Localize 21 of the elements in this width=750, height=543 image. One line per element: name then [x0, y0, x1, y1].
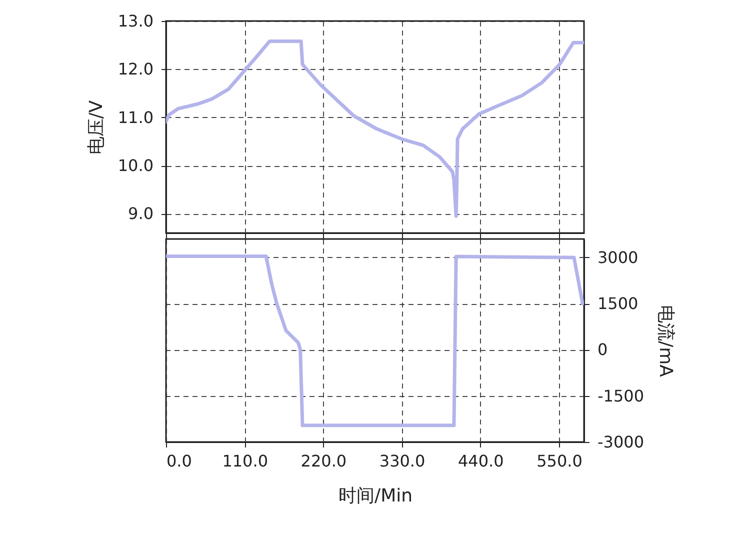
x-tick-label: 220.0 — [300, 452, 347, 470]
x-axis-title: 时间/Min — [338, 486, 413, 506]
x-tick-label: 0.0 — [166, 452, 192, 470]
y2-tick-label: -1500 — [598, 386, 644, 406]
y2-axis-title: 电流/mA — [654, 305, 676, 378]
y-tick-label: 13.0 — [118, 12, 154, 30]
line-series — [166, 254, 584, 428]
y-tick-label: 11.0 — [118, 108, 154, 127]
y2-tick-label: 3000 — [598, 248, 638, 267]
y2-tick-label: -3000 — [598, 432, 644, 452]
y-tick-label: 12.0 — [118, 60, 154, 79]
y-tick-label: 9.0 — [128, 204, 154, 224]
line-series — [166, 39, 584, 218]
x-tick-label: 440.0 — [458, 452, 504, 470]
x-tick-label: 110.0 — [222, 452, 268, 470]
y-tick-label: 10.0 — [118, 156, 154, 176]
y2-tick-label: 1500 — [598, 294, 638, 314]
y2-tick-label: 0 — [598, 340, 608, 360]
x-tick-label: 330.0 — [379, 452, 426, 470]
x-tick-label: 550.0 — [536, 452, 582, 470]
y-axis-title: 电压/V — [86, 100, 107, 155]
